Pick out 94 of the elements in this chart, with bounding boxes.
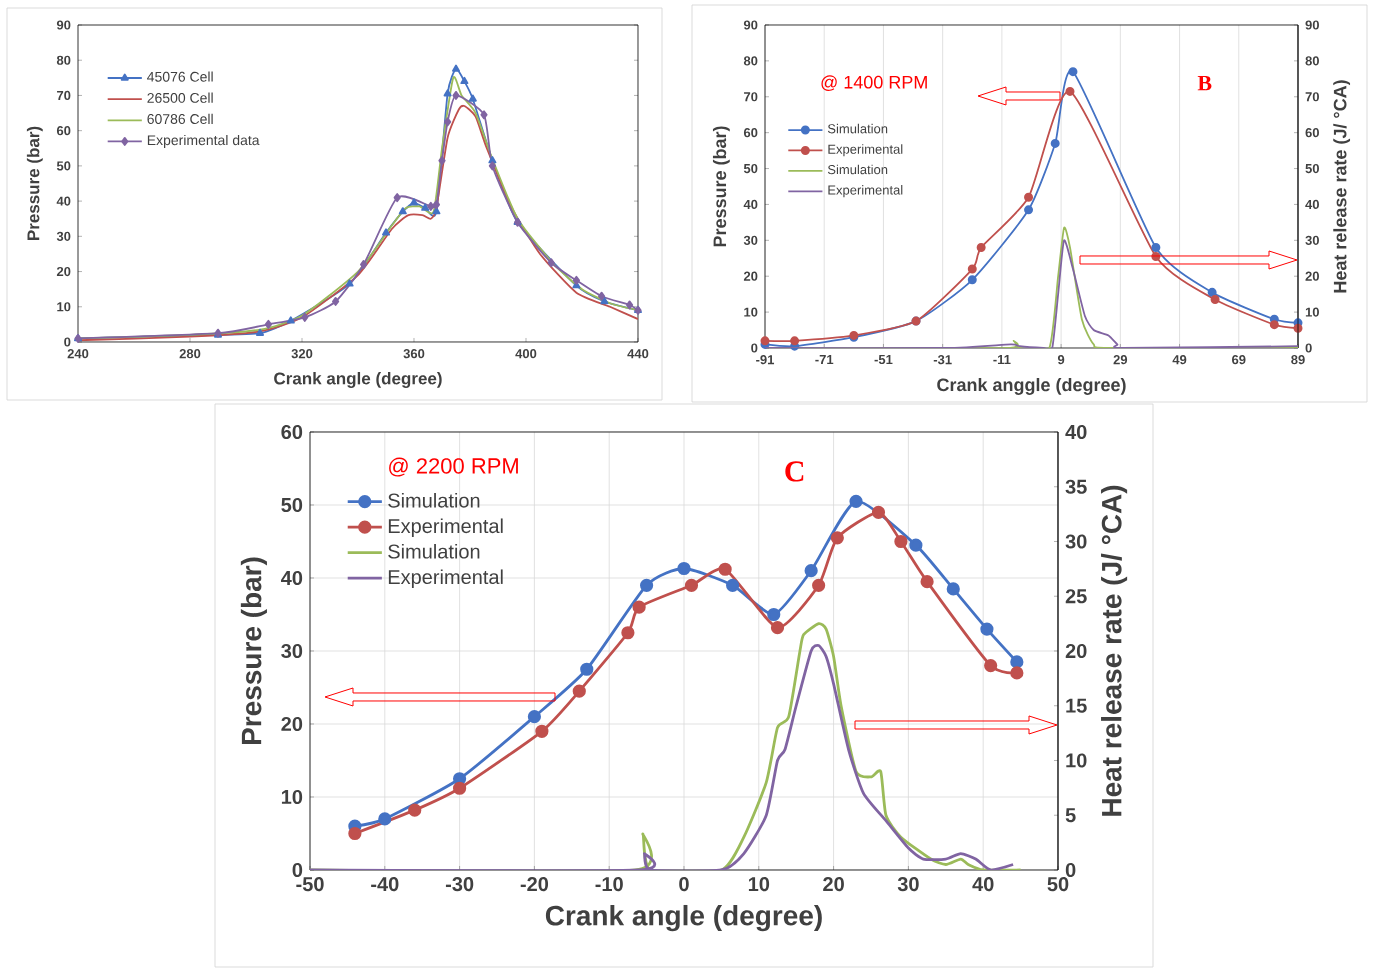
- x-tick-label: 40: [972, 877, 994, 892]
- y2-tick-label: 50: [1305, 163, 1319, 174]
- y-tick-label: 20: [281, 716, 303, 732]
- x-axis-title: Crank angle (degree): [274, 372, 442, 388]
- legend-label: Simulation: [827, 123, 888, 134]
- y-tick-label: 40: [56, 196, 71, 206]
- y2-tick-label: 25: [1065, 589, 1087, 604]
- y2-tick-label: 40: [1305, 199, 1319, 210]
- annotation: C: [785, 461, 804, 482]
- y-tick-label: 10: [57, 302, 71, 312]
- x-tick-label: 400: [515, 349, 537, 359]
- y-tick-label: 30: [281, 643, 303, 659]
- y-tick-label: 40: [743, 199, 758, 210]
- legend-label: Experimental data: [147, 134, 260, 148]
- y-tick-label: 70: [744, 92, 758, 102]
- y2-tick-label: 30: [1065, 534, 1087, 549]
- y-tick-label: 30: [56, 231, 71, 241]
- annotation: @ 1400 RPM: [821, 75, 927, 91]
- y2-tick-label: 90: [1305, 20, 1319, 30]
- y-tick-label: 80: [743, 56, 758, 66]
- y2-tick-label: 0: [1065, 862, 1076, 878]
- legend-label: Experimental: [828, 185, 903, 198]
- legend-label: Experimental: [388, 518, 503, 538]
- y2-axis-title: Heat release rate (J/ °CA): [1101, 485, 1128, 816]
- x-tick-label: 50: [1047, 877, 1069, 892]
- x-tick-label: -71: [815, 355, 834, 364]
- x-tick-label: 29: [1113, 355, 1128, 365]
- x-tick-label: -30: [445, 877, 474, 892]
- y2-tick-label: 80: [1305, 56, 1319, 66]
- x-tick-label: -11: [993, 355, 1011, 364]
- legend-label: Simulation: [388, 543, 480, 559]
- x-tick-label: -51: [874, 355, 893, 365]
- y-tick-label: 10: [744, 307, 758, 317]
- x-tick-label: -31: [933, 355, 952, 365]
- y-tick-label: 70: [57, 90, 71, 101]
- y-tick-label: 30: [743, 235, 758, 245]
- x-tick-label: 440: [627, 349, 649, 359]
- y-axis-title: Pressure (bar): [240, 557, 267, 745]
- x-tick-label: -50: [296, 877, 324, 892]
- y2-tick-label: 15: [1066, 698, 1087, 713]
- x-axis-title: Crank anggle (degree): [937, 378, 1126, 395]
- legend-label: Simulation: [827, 164, 888, 175]
- y2-tick-label: 10: [1305, 307, 1319, 317]
- x-tick-label: 9: [1057, 355, 1065, 365]
- y2-axis-title: Heat release rate (J/ °CA): [1333, 80, 1351, 293]
- y-tick-label: 80: [56, 55, 71, 65]
- legend-label: Simulation: [388, 492, 480, 508]
- x-tick-label: 320: [291, 349, 313, 359]
- y-axis-title: Pressure (bar): [26, 126, 43, 240]
- y-tick-label: 20: [743, 271, 758, 281]
- annotation: B: [1197, 75, 1212, 91]
- x-tick-label: -20: [520, 877, 549, 892]
- y2-tick-label: 70: [1305, 92, 1319, 102]
- y-tick-label: 60: [56, 126, 71, 136]
- x-tick-label: 0: [679, 877, 689, 892]
- y-axis-title: Pressure (bar): [712, 126, 730, 247]
- y2-tick-label: 20: [1305, 271, 1319, 281]
- x-tick-label: 280: [179, 349, 201, 359]
- y-tick-label: 50: [56, 161, 71, 171]
- legend-label: 60786 Cell: [147, 113, 213, 124]
- y-tick-label: 90: [743, 20, 758, 30]
- y-tick-label: 60: [281, 424, 303, 440]
- y-tick-label: 60: [743, 128, 758, 138]
- y-tick-label: 50: [281, 497, 303, 513]
- x-tick-label: 30: [897, 877, 919, 892]
- y2-tick-label: 5: [1065, 808, 1076, 823]
- y-tick-label: 20: [56, 266, 71, 277]
- y2-tick-label: 20: [1065, 643, 1087, 659]
- x-tick-label: 360: [403, 349, 425, 359]
- x-tick-label: 49: [1172, 355, 1187, 365]
- y2-tick-label: 10: [1066, 753, 1087, 768]
- x-tick-label: -40: [371, 877, 399, 892]
- y-tick-label: 10: [281, 789, 303, 805]
- y2-tick-label: 60: [1305, 128, 1319, 138]
- legend-label: 26500 Cell: [147, 92, 213, 103]
- legend-label: Experimental: [388, 569, 503, 589]
- y2-tick-label: 40: [1065, 424, 1087, 440]
- y2-tick-label: 30: [1305, 235, 1319, 245]
- y-tick-label: 40: [281, 570, 303, 586]
- x-tick-label: 89: [1291, 355, 1305, 365]
- y-tick-label: 0: [64, 337, 71, 347]
- y-tick-label: 0: [292, 862, 303, 878]
- x-tick-label: 240: [67, 349, 89, 359]
- x-tick-label: -10: [595, 877, 623, 892]
- y-tick-label: 50: [743, 163, 758, 174]
- x-tick-label: 20: [823, 877, 844, 892]
- annotation: @ 2200 RPM: [389, 457, 518, 477]
- y2-tick-label: 35: [1065, 479, 1087, 494]
- x-tick-label: 69: [1232, 355, 1246, 365]
- x-axis-title: Crank angle (degree): [545, 904, 822, 932]
- legend-label: 45076 Cell: [147, 71, 213, 82]
- x-tick-label: -91: [756, 355, 775, 365]
- y-tick-label: 90: [56, 20, 71, 30]
- legend-label: Experimental: [828, 144, 903, 157]
